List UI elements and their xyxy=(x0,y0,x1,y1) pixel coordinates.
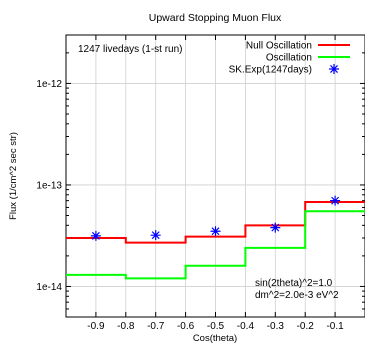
x-axis: -0.9 -0.8 -0.7 -0.6 -0.5 -0.4 -0.3 -0.2 -0.1 xyxy=(87,35,344,332)
legend-swatch xyxy=(329,64,339,74)
step-line xyxy=(66,210,365,280)
x-axis-label: Cos(theta) xyxy=(193,333,237,343)
x-tick-label: -0.5 xyxy=(207,321,225,332)
legend: Null OscillationOscillationSK.Exp(1247da… xyxy=(229,41,350,76)
x-tick-label: -0.2 xyxy=(297,321,315,332)
legend-label: Oscillation xyxy=(266,53,312,64)
data-point-star xyxy=(210,226,221,237)
x-tick-label: -0.1 xyxy=(326,321,344,332)
x-tick-label: -0.4 xyxy=(237,321,255,332)
legend-label: SK.Exp(1247days) xyxy=(229,65,312,76)
x-tick-label: -0.3 xyxy=(267,321,285,332)
mixing-angle-annotation: sin(2theta)^2=1.0 xyxy=(255,278,333,289)
y-tick-label: 1e-14 xyxy=(36,282,62,293)
x-tick-label: -0.9 xyxy=(87,321,105,332)
y-tick-label: 1e-12 xyxy=(36,79,62,90)
data-point-star xyxy=(150,230,161,241)
livedays-annotation: 1247 livedays (1-st run) xyxy=(78,44,183,55)
data-point-star xyxy=(330,195,341,206)
data-point-star xyxy=(90,230,101,241)
data-point-star xyxy=(270,222,281,233)
mass-splitting-annotation: dm^2=2.0e-3 eV^2 xyxy=(255,290,339,301)
x-tick-label: -0.6 xyxy=(177,321,195,332)
plot-series xyxy=(66,195,365,280)
series-1 xyxy=(66,210,365,280)
grid-lines xyxy=(66,35,365,317)
x-tick-label: -0.7 xyxy=(147,321,165,332)
x-tick-label: -0.8 xyxy=(117,321,135,332)
y-axis-label: Flux (1/cm^2 sec str) xyxy=(8,132,19,220)
y-axis: 1e-14 1e-13 1e-12 xyxy=(36,34,365,318)
chart-title: Upward Stopping Muon Flux xyxy=(149,12,282,24)
series-2 xyxy=(90,195,341,241)
legend-label: Null Oscillation xyxy=(246,41,312,52)
y-tick-label: 1e-13 xyxy=(36,180,62,191)
